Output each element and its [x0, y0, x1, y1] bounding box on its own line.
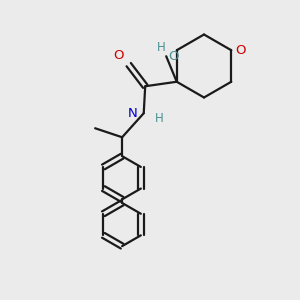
Text: O: O	[235, 44, 245, 57]
Text: O: O	[114, 49, 124, 62]
Text: H: H	[155, 112, 164, 125]
Text: O: O	[169, 50, 179, 63]
Text: N: N	[128, 107, 137, 120]
Text: H: H	[156, 41, 165, 54]
